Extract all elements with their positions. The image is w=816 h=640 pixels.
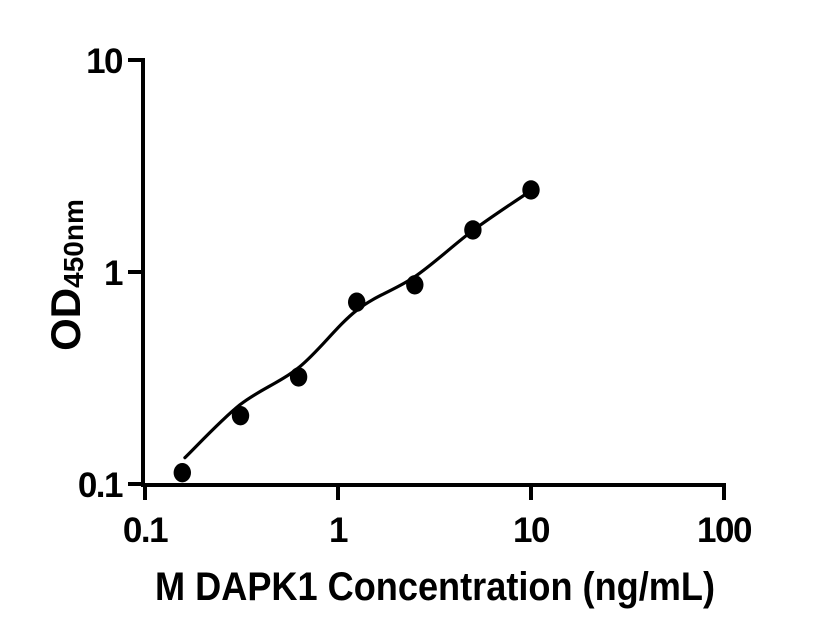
y-tick-label: 1 bbox=[104, 254, 123, 293]
data-point bbox=[289, 367, 308, 387]
data-point bbox=[406, 275, 424, 295]
x-axis-ticks: 0.1 1 10 100 bbox=[123, 485, 753, 550]
y-tick-label: 10 bbox=[86, 42, 123, 81]
data-point bbox=[231, 406, 250, 426]
data-point bbox=[173, 463, 191, 483]
y-axis: 0.1 1 10 bbox=[78, 42, 145, 505]
y-tick-label: 0.1 bbox=[78, 466, 123, 505]
x-tick-label: 0.1 bbox=[123, 511, 168, 550]
data-points bbox=[173, 180, 540, 483]
y-axis-title-main: OD bbox=[42, 288, 89, 351]
x-axis: 0.1 1 10 100 bbox=[123, 483, 753, 550]
x-axis-title: M DAPK1 Concentration (ng/mL) bbox=[155, 565, 715, 609]
y-axis-title-sub: 450nm bbox=[58, 199, 89, 288]
x-tick-label: 10 bbox=[513, 511, 550, 550]
y-axis-title: OD450nm bbox=[42, 199, 89, 351]
data-point bbox=[522, 180, 540, 200]
data-point bbox=[348, 292, 366, 312]
x-tick-label: 100 bbox=[697, 511, 752, 550]
x-tick-label: 1 bbox=[329, 511, 348, 550]
data-point bbox=[464, 220, 482, 240]
y-axis-ticks: 0.1 1 10 bbox=[78, 42, 143, 505]
